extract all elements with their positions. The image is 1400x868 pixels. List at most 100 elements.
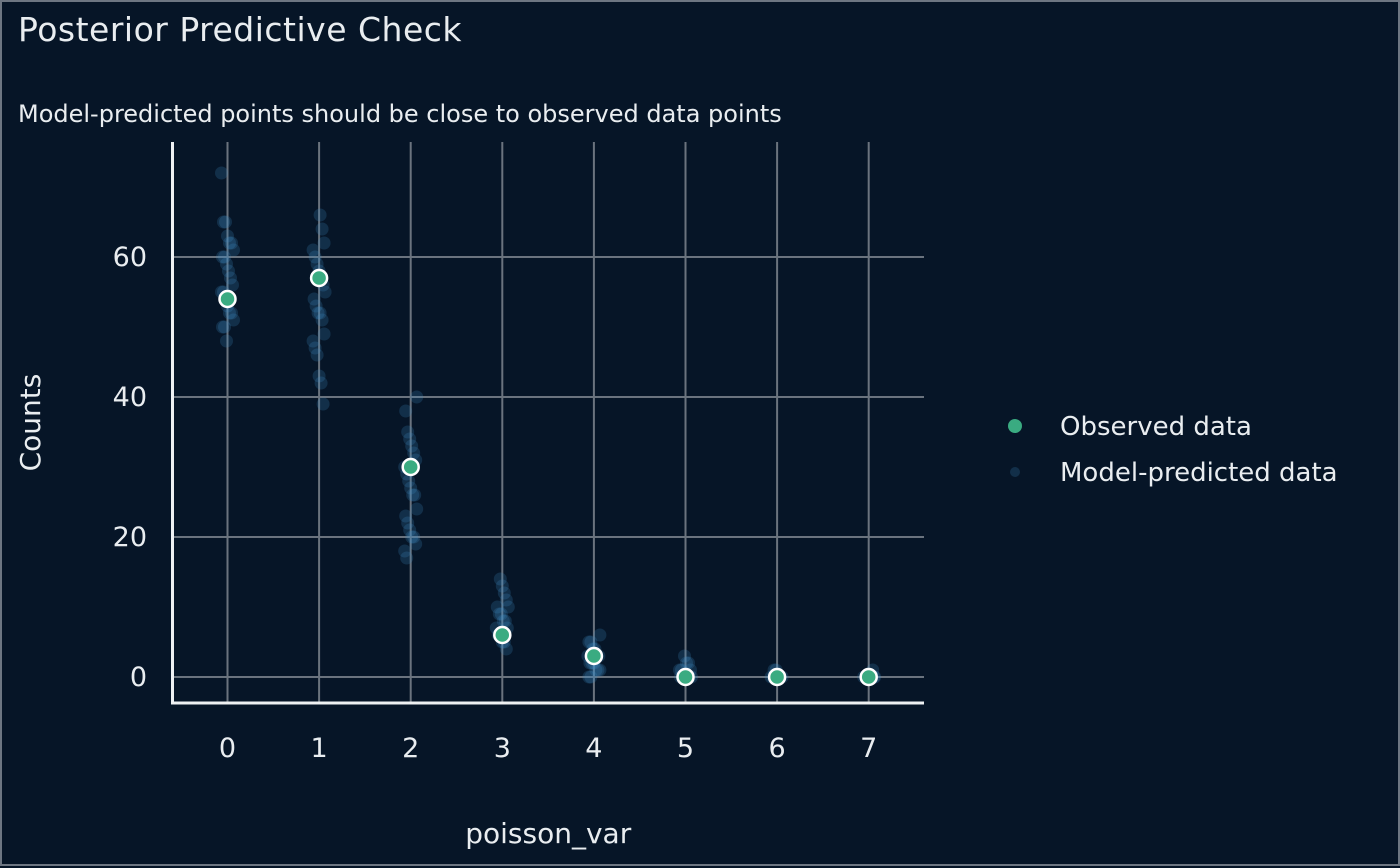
predicted-point bbox=[306, 334, 320, 348]
y-tick-label: 20 bbox=[113, 522, 147, 553]
predicted-point bbox=[308, 341, 322, 355]
predicted-point bbox=[404, 481, 418, 495]
x-tick-label: 0 bbox=[219, 733, 236, 764]
predicted-point bbox=[497, 586, 511, 600]
predicted-point bbox=[221, 229, 234, 243]
observed-point bbox=[493, 625, 512, 645]
legend-marker-predicted bbox=[1010, 467, 1020, 477]
predicted-point bbox=[410, 502, 424, 516]
predicted-point bbox=[584, 670, 598, 684]
x-tick-label: 7 bbox=[860, 733, 877, 764]
y-tick-label: 60 bbox=[113, 242, 147, 273]
predicted-point bbox=[217, 215, 230, 229]
predicted-point bbox=[227, 313, 240, 327]
predicted-point bbox=[496, 614, 510, 628]
predicted-point bbox=[400, 551, 414, 565]
predicted-point bbox=[405, 439, 419, 453]
predicted-point bbox=[582, 670, 596, 684]
predicted-point bbox=[220, 257, 233, 271]
predicted-point bbox=[311, 306, 325, 320]
predicted-point bbox=[313, 306, 327, 320]
predicted-point bbox=[312, 369, 326, 383]
predicted-point bbox=[492, 607, 506, 621]
observed-point bbox=[859, 667, 878, 687]
x-tick-label: 4 bbox=[585, 733, 602, 764]
chart-title: Posterior Predictive Check bbox=[18, 10, 462, 49]
x-tick-label: 1 bbox=[311, 733, 328, 764]
predicted-point bbox=[223, 236, 236, 250]
predicted-point bbox=[313, 208, 327, 222]
observed-point bbox=[676, 667, 695, 687]
predicted-point bbox=[408, 488, 422, 502]
predicted-point bbox=[314, 376, 328, 390]
predicted-point bbox=[318, 285, 332, 299]
observed-point bbox=[767, 667, 787, 687]
predicted-point bbox=[582, 635, 596, 649]
predicted-point bbox=[310, 257, 324, 271]
predicted-point bbox=[498, 614, 512, 628]
predicted-point bbox=[409, 537, 423, 551]
chart-subtitle: Model-predicted points should be close t… bbox=[18, 100, 782, 128]
predicted-point bbox=[407, 530, 421, 544]
predicted-point bbox=[219, 215, 232, 229]
x-tick-label: 5 bbox=[677, 733, 694, 764]
y-axis-label: Counts bbox=[14, 374, 47, 472]
observed-point bbox=[309, 268, 329, 288]
predicted-point bbox=[225, 306, 238, 320]
predicted-point bbox=[403, 523, 417, 537]
predicted-point bbox=[490, 600, 504, 614]
observed-point bbox=[401, 457, 420, 477]
predicted-point bbox=[680, 656, 693, 670]
x-axis-label: poisson_var bbox=[465, 817, 631, 850]
predicted-point bbox=[584, 635, 598, 649]
predicted-point bbox=[593, 663, 607, 677]
x-tick-label: 3 bbox=[494, 733, 511, 764]
predicted-point bbox=[591, 663, 605, 677]
x-tick-label: 2 bbox=[402, 733, 419, 764]
predicted-point bbox=[216, 250, 229, 264]
predicted-point bbox=[223, 306, 236, 320]
predicted-point bbox=[682, 656, 695, 670]
predicted-point bbox=[406, 488, 420, 502]
predicted-point bbox=[399, 509, 413, 523]
y-tick-label: 40 bbox=[113, 382, 147, 413]
predicted-point bbox=[410, 390, 424, 404]
predicted-point bbox=[493, 572, 507, 586]
predicted-point bbox=[218, 250, 231, 264]
predicted-point bbox=[403, 432, 417, 446]
predicted-point bbox=[308, 250, 322, 264]
predicted-point bbox=[218, 320, 231, 334]
observed-point bbox=[218, 289, 237, 309]
predicted-point bbox=[225, 236, 238, 250]
predicted-point bbox=[310, 348, 324, 362]
y-tick-label: 0 bbox=[130, 662, 147, 693]
predicted-point bbox=[309, 299, 323, 313]
predicted-point bbox=[407, 446, 421, 460]
predicted-point bbox=[401, 425, 415, 439]
predicted-point bbox=[316, 397, 330, 411]
predicted-point bbox=[499, 642, 513, 656]
predicted-point bbox=[227, 243, 240, 257]
legend-marker-observed bbox=[1008, 419, 1022, 433]
predicted-point bbox=[224, 271, 237, 285]
x-tick-label: 6 bbox=[769, 733, 786, 764]
predicted-point bbox=[216, 320, 229, 334]
predicted-point bbox=[306, 243, 320, 257]
predicted-point bbox=[398, 544, 412, 558]
predicted-point bbox=[501, 600, 515, 614]
predicted-point bbox=[593, 628, 607, 642]
predicted-point bbox=[222, 264, 235, 278]
predicted-point bbox=[315, 222, 329, 236]
predicted-point bbox=[402, 474, 416, 488]
predicted-point bbox=[315, 313, 329, 327]
predicted-point bbox=[399, 404, 413, 418]
predicted-point bbox=[317, 236, 331, 250]
legend-label: Observed data bbox=[1060, 412, 1252, 442]
predicted-point bbox=[494, 607, 508, 621]
predicted-point bbox=[317, 327, 331, 341]
predicted-point bbox=[220, 334, 233, 348]
predicted-point bbox=[678, 649, 691, 663]
predicted-point bbox=[215, 166, 228, 180]
predicted-point bbox=[495, 579, 509, 593]
